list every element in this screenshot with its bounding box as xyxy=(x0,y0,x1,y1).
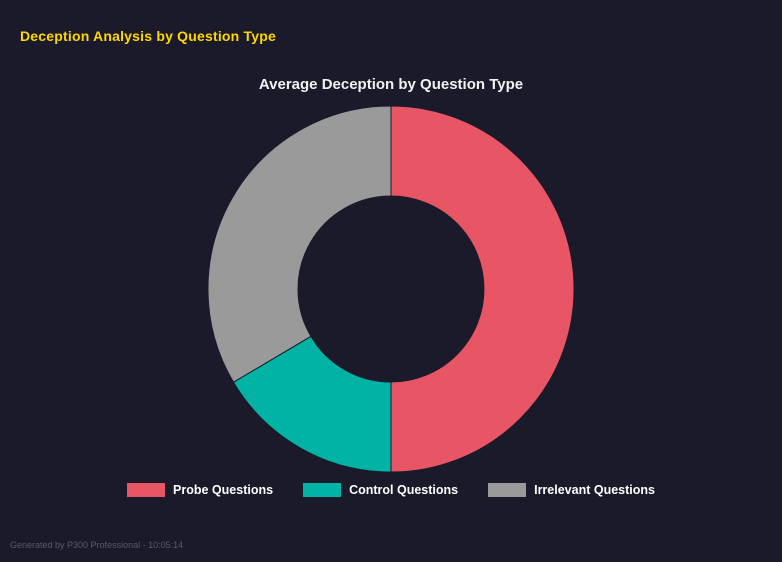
legend-item: Probe Questions xyxy=(127,483,273,497)
footer-note: Generated by P300 Professional - 10:05:1… xyxy=(10,540,184,550)
chart-legend: Probe Questions Control Questions Irreleva… xyxy=(127,483,655,497)
chart-title: Average Deception by Question Type xyxy=(258,76,524,93)
legend-swatch xyxy=(488,483,527,497)
legend-swatch xyxy=(303,483,342,497)
donut-segment xyxy=(207,105,392,383)
donut-chart-container xyxy=(203,101,579,477)
legend-label: Control Questions xyxy=(349,483,459,497)
legend-item: Irrelevant Questions xyxy=(488,483,655,497)
legend-item: Control Questions xyxy=(303,483,458,497)
legend-swatch xyxy=(127,483,166,497)
donut-segment xyxy=(232,335,392,473)
legend-label: Probe Questions xyxy=(173,483,274,497)
page-title: Deception Analysis by Question Type xyxy=(20,28,276,44)
legend-label: Irrelevant Questions xyxy=(534,483,655,497)
donut-chart xyxy=(207,105,575,473)
chart-panel: Average Deception by Question Type Probe… xyxy=(0,62,782,532)
donut-segment xyxy=(390,105,575,473)
